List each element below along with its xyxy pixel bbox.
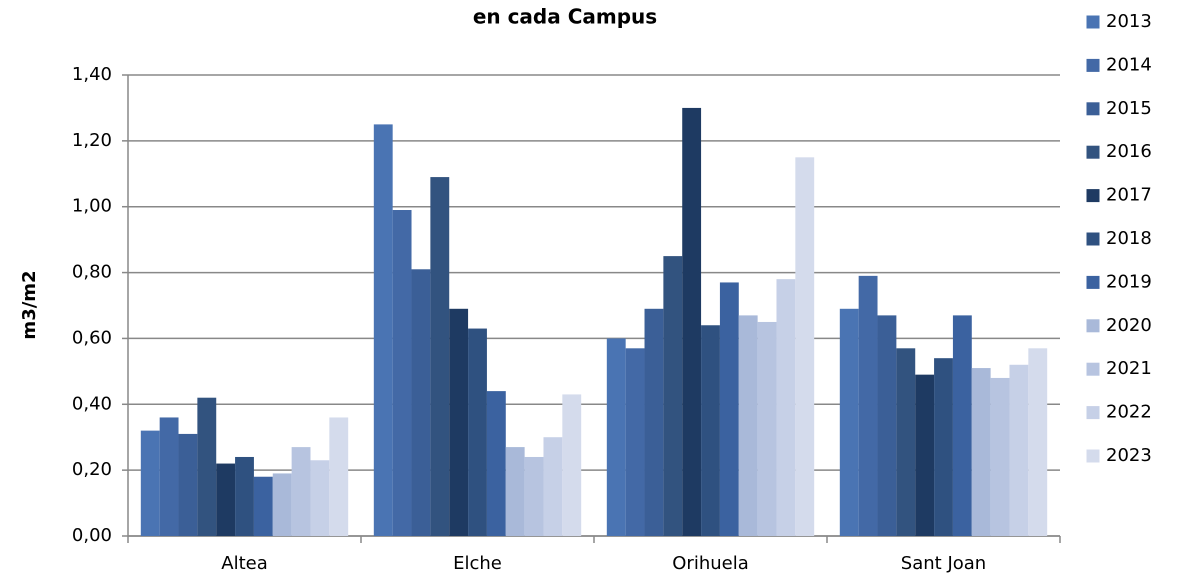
bar: [373, 124, 393, 537]
bar: [757, 321, 777, 536]
bar: [934, 358, 953, 536]
bar: [719, 282, 739, 536]
bar: [543, 437, 563, 536]
legend-swatch: [1085, 57, 1101, 73]
x-tick-label: Sant Joan: [901, 553, 986, 574]
legend-label: 2013: [1106, 11, 1152, 32]
bar: [1028, 348, 1048, 536]
legend-label: 2020: [1106, 315, 1152, 336]
legend-label: 2015: [1106, 98, 1152, 119]
bar: [562, 394, 582, 536]
bar: [644, 308, 664, 536]
bar: [310, 460, 330, 536]
legend-swatch: [1085, 405, 1101, 421]
legend-label: 2018: [1106, 228, 1152, 249]
bar: [253, 476, 273, 536]
bar: [858, 275, 878, 536]
y-tick-label: 1,20: [72, 130, 112, 151]
bar: [776, 279, 796, 536]
bar: [468, 328, 487, 536]
bar: [663, 256, 683, 536]
legend-swatch: [1085, 144, 1101, 160]
bar: [140, 430, 160, 536]
legend-swatch: [1085, 188, 1101, 204]
bar: [449, 308, 469, 536]
bar: [971, 368, 991, 536]
legend-swatch: [1085, 231, 1101, 247]
bar: [216, 463, 236, 536]
legend-swatch: [1085, 101, 1101, 117]
bar: [990, 377, 1010, 536]
legend-label: 2019: [1106, 271, 1152, 292]
y-tick-label: 1,00: [72, 196, 112, 217]
legend-label: 2016: [1106, 141, 1152, 162]
bar: [272, 473, 292, 536]
bar: [795, 157, 815, 537]
y-tick-label: 0,80: [72, 262, 112, 283]
bar: [486, 391, 506, 536]
bar: [701, 325, 720, 536]
y-tick-label: 0,60: [72, 327, 112, 348]
bar: [606, 338, 626, 536]
bar: [896, 348, 916, 536]
x-tick-label: Orihuela: [672, 553, 749, 574]
y-tick-label: 1,40: [72, 64, 112, 85]
bar: [291, 447, 311, 536]
bar: [524, 456, 544, 536]
bar: [625, 348, 645, 536]
legend-swatch: [1085, 448, 1101, 464]
bar: [877, 315, 897, 536]
bar: [329, 417, 349, 536]
legend-label: 2017: [1106, 185, 1152, 206]
bar: [197, 397, 217, 536]
chart-title: en cada Campus: [473, 5, 657, 29]
y-tick-label: 0,00: [72, 525, 112, 546]
legend-swatch: [1085, 318, 1101, 334]
legend-label: 2023: [1106, 445, 1152, 466]
y-tick-label: 0,40: [72, 393, 112, 414]
bar: [682, 107, 702, 536]
x-tick-label: Altea: [221, 553, 267, 574]
bar: [392, 210, 412, 536]
legend-swatch: [1085, 274, 1101, 290]
legend-label: 2014: [1106, 54, 1152, 75]
bar: [159, 417, 179, 536]
y-axis-label: m3/m2: [19, 270, 40, 339]
bar: [839, 308, 859, 536]
bar: [952, 315, 972, 536]
bar: [411, 269, 431, 536]
bar: [235, 456, 254, 536]
bar: [430, 177, 450, 537]
y-tick-label: 0,20: [72, 459, 112, 480]
legend-label: 2021: [1106, 358, 1152, 379]
x-tick-label: Elche: [453, 553, 502, 574]
legend-label: 2022: [1106, 402, 1152, 423]
bar: [178, 433, 198, 536]
bar: [505, 447, 525, 536]
bar: [915, 374, 935, 536]
legend-swatch: [1085, 14, 1101, 30]
bar: [1009, 364, 1029, 536]
legend-swatch: [1085, 361, 1101, 377]
bar: [738, 315, 758, 536]
